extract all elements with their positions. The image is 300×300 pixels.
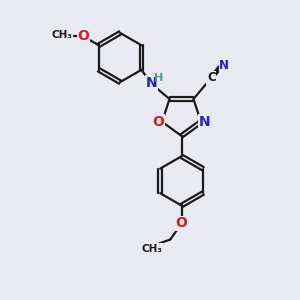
Text: CH₃: CH₃ [52,30,73,40]
Text: CH₃: CH₃ [142,244,163,254]
Text: N: N [219,59,229,72]
Text: H: H [154,73,163,83]
Text: N: N [199,115,211,129]
Text: O: O [176,217,188,230]
Text: N: N [145,76,157,90]
Text: O: O [77,29,89,43]
Text: O: O [152,115,164,129]
Text: C: C [207,71,216,84]
